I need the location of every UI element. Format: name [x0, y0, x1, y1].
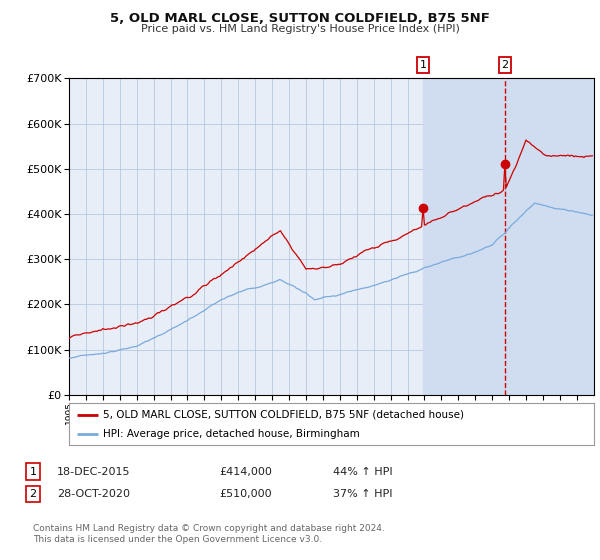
Text: £510,000: £510,000	[219, 489, 272, 499]
Text: 37% ↑ HPI: 37% ↑ HPI	[333, 489, 392, 499]
Text: £414,000: £414,000	[219, 466, 272, 477]
Text: 18-DEC-2015: 18-DEC-2015	[57, 466, 131, 477]
Text: 44% ↑ HPI: 44% ↑ HPI	[333, 466, 392, 477]
Text: 2: 2	[501, 60, 508, 70]
Text: Price paid vs. HM Land Registry's House Price Index (HPI): Price paid vs. HM Land Registry's House …	[140, 24, 460, 34]
Text: Contains HM Land Registry data © Crown copyright and database right 2024.: Contains HM Land Registry data © Crown c…	[33, 524, 385, 533]
Text: This data is licensed under the Open Government Licence v3.0.: This data is licensed under the Open Gov…	[33, 535, 322, 544]
Text: 1: 1	[419, 60, 427, 70]
Bar	[423, 78, 594, 395]
Text: 28-OCT-2020: 28-OCT-2020	[57, 489, 130, 499]
Text: 5, OLD MARL CLOSE, SUTTON COLDFIELD, B75 5NF (detached house): 5, OLD MARL CLOSE, SUTTON COLDFIELD, B75…	[103, 409, 464, 419]
Text: 5, OLD MARL CLOSE, SUTTON COLDFIELD, B75 5NF: 5, OLD MARL CLOSE, SUTTON COLDFIELD, B75…	[110, 12, 490, 25]
Text: 2: 2	[29, 489, 37, 499]
Text: 1: 1	[29, 466, 37, 477]
Text: HPI: Average price, detached house, Birmingham: HPI: Average price, detached house, Birm…	[103, 429, 360, 439]
